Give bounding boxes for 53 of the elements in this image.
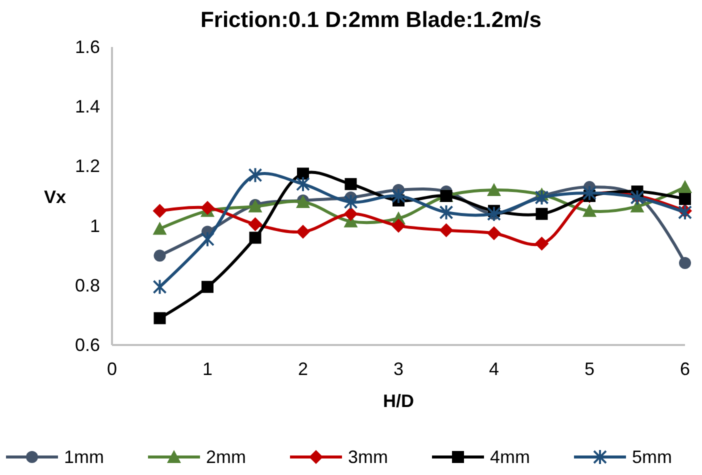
point bbox=[344, 178, 357, 190]
point bbox=[582, 185, 596, 202]
point bbox=[630, 189, 644, 206]
point bbox=[152, 278, 167, 295]
y-tick-label: 1.4 bbox=[74, 96, 100, 117]
point bbox=[152, 222, 167, 235]
point bbox=[296, 224, 310, 239]
point bbox=[678, 180, 692, 194]
point bbox=[392, 188, 406, 204]
legend-label: 1mm bbox=[64, 447, 104, 467]
x-tick-label: 2 bbox=[298, 359, 308, 379]
point bbox=[344, 206, 358, 221]
y-tick-label: 0.6 bbox=[74, 335, 100, 355]
x-tick-label: 1 bbox=[202, 359, 213, 379]
point bbox=[248, 217, 262, 232]
chart-title: Friction:0.1 D:2mm Blade:1.2m/s bbox=[200, 7, 542, 32]
legend-label: 3mm bbox=[348, 447, 388, 467]
point bbox=[154, 250, 166, 262]
legend-label: 4mm bbox=[490, 447, 530, 467]
point bbox=[202, 280, 214, 293]
y-axis-title: Vx bbox=[44, 187, 66, 207]
point bbox=[536, 208, 548, 220]
point bbox=[296, 176, 310, 192]
x-tick-label: 3 bbox=[393, 359, 404, 379]
point bbox=[534, 236, 549, 251]
point bbox=[248, 167, 262, 184]
point bbox=[344, 194, 358, 210]
point bbox=[439, 223, 454, 238]
point bbox=[439, 204, 454, 220]
point bbox=[582, 204, 596, 217]
point bbox=[154, 312, 166, 324]
point bbox=[297, 168, 309, 180]
y-tick-label: 1 bbox=[90, 216, 100, 236]
x-tick-label: 6 bbox=[680, 359, 690, 379]
y-tick-label: 0.8 bbox=[74, 275, 100, 296]
point bbox=[392, 218, 406, 233]
x-axis-title: H/D bbox=[383, 391, 414, 411]
point bbox=[200, 200, 214, 215]
legend-label: 5mm bbox=[632, 447, 672, 467]
point bbox=[679, 192, 691, 205]
y-tick-label: 1.6 bbox=[74, 37, 100, 57]
x-tick-label: 4 bbox=[488, 359, 500, 379]
y-tick-label: 1.2 bbox=[74, 156, 100, 176]
point bbox=[487, 183, 501, 196]
point bbox=[679, 257, 691, 270]
point bbox=[200, 231, 214, 248]
point bbox=[487, 226, 501, 240]
x-tick-label: 0 bbox=[106, 359, 118, 379]
point bbox=[249, 232, 262, 244]
point bbox=[152, 204, 167, 218]
legend-label: 2mm bbox=[206, 447, 246, 467]
x-tick-label: 5 bbox=[584, 359, 595, 379]
point bbox=[678, 204, 692, 220]
